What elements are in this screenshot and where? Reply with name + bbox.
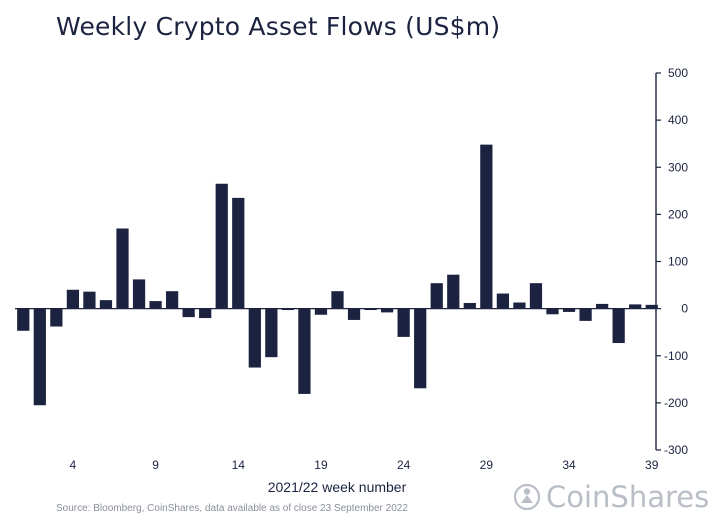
x-tick-label: 29 — [480, 458, 494, 472]
bar-week-9 — [149, 301, 162, 309]
y-tick-label: 500 — [668, 66, 688, 80]
bar-week-4 — [66, 289, 80, 309]
x-tick-label: 39 — [645, 458, 659, 472]
bar-week-3 — [50, 308, 63, 327]
bar-week-34 — [562, 308, 576, 312]
bar-week-16 — [265, 308, 278, 358]
bar-week-27 — [447, 274, 460, 309]
bar-week-23 — [381, 308, 394, 313]
bar-week-32 — [529, 283, 543, 309]
bar-week-39 — [645, 304, 658, 309]
bar-week-5 — [83, 291, 96, 309]
bar-week-22 — [364, 308, 377, 311]
bar-week-38 — [629, 304, 642, 309]
bar-week-21 — [347, 308, 361, 320]
bar-week-36 — [596, 303, 609, 309]
bar-week-17 — [281, 308, 295, 311]
bar-week-10 — [166, 291, 179, 309]
bar-week-29 — [480, 144, 493, 309]
bar-week-8 — [132, 279, 146, 309]
coinshares-logo: CoinShares — [512, 480, 709, 514]
bar-week-25 — [414, 308, 427, 389]
bar-week-33 — [546, 308, 559, 315]
x-tick-label: 34 — [562, 458, 576, 472]
x-tick-label: 14 — [232, 458, 246, 472]
bar-week-37 — [612, 308, 625, 344]
y-tick-label: 400 — [668, 113, 688, 127]
bars-group — [17, 144, 658, 406]
x-tick-label: 24 — [397, 458, 411, 472]
x-tick-label: 9 — [152, 458, 159, 472]
bar-week-31 — [513, 302, 526, 309]
bar-week-12 — [199, 308, 212, 319]
y-tick-label: 300 — [668, 160, 688, 174]
brand-name: CoinShares — [546, 480, 710, 514]
bar-week-19 — [314, 308, 328, 315]
bar-week-6 — [99, 300, 113, 309]
bar-week-26 — [430, 283, 443, 309]
bar-week-14 — [232, 197, 245, 309]
x-tick-label: 4 — [70, 458, 77, 472]
x-axis-ticks: 4 9 14 19 24 29 34 39 — [70, 458, 659, 472]
y-tick-label: 100 — [668, 255, 688, 269]
y-tick-label: 0 — [681, 302, 688, 316]
bar-week-35 — [579, 308, 592, 321]
bar-week-20 — [331, 291, 344, 309]
y-axis: 500 400 300 200 100 0 -100 -200 -300 — [655, 66, 688, 457]
source-note: Source: Bloomberg, CoinShares, data avai… — [56, 503, 408, 514]
x-axis-title: 2021/22 week number — [268, 479, 407, 495]
bar-week-24 — [397, 308, 410, 337]
coinshares-mark-icon — [513, 483, 541, 511]
x-tick-label: 19 — [314, 458, 328, 472]
y-tick-label: -300 — [664, 443, 688, 457]
bar-week-2 — [33, 308, 46, 406]
bar-week-1 — [17, 308, 30, 331]
y-tick-label: -200 — [664, 396, 688, 410]
chart-title: Weekly Crypto Asset Flows (US$m) — [56, 12, 501, 41]
bar-week-11 — [182, 308, 195, 318]
bar-week-28 — [463, 302, 476, 309]
bar-week-15 — [248, 308, 261, 368]
y-tick-label: -100 — [664, 349, 688, 363]
y-tick-label: 200 — [668, 207, 688, 221]
bar-week-13 — [215, 183, 228, 309]
bar-week-18 — [298, 308, 311, 394]
bar-week-30 — [496, 293, 510, 309]
bar-week-7 — [116, 228, 129, 309]
